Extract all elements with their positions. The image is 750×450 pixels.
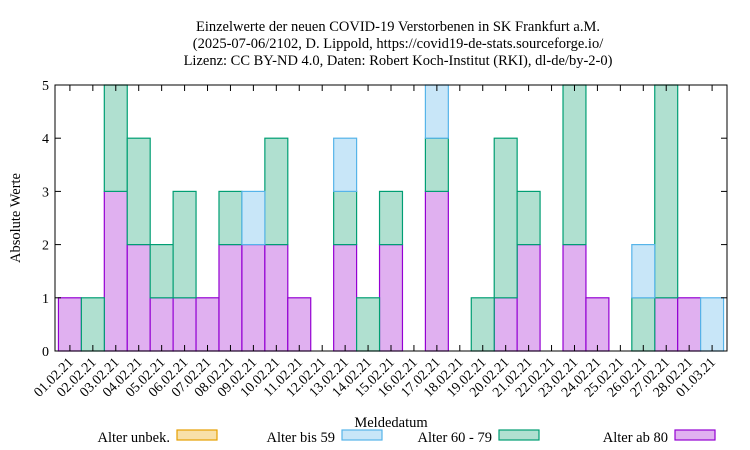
bar-alter-bis-59-26.02.21 bbox=[631, 244, 656, 299]
bar-alter-ab-80-23.02.21 bbox=[562, 244, 587, 352]
bar-alter-60-79-13.02.21 bbox=[333, 190, 358, 246]
bar-alter-ab-80-06.02.21 bbox=[172, 297, 197, 352]
bar-alter-ab-80-10.02.21 bbox=[264, 244, 289, 352]
bar-alter-60-79-26.02.21 bbox=[631, 297, 656, 352]
y-tick-label-5: 5 bbox=[42, 79, 49, 94]
y-tick-label-3: 3 bbox=[42, 185, 49, 200]
bar-alter-ab-80-05.02.21 bbox=[149, 297, 174, 352]
bar-alter-ab-80-04.02.21 bbox=[126, 244, 151, 352]
legend-label-1: Alter bis 59 bbox=[267, 430, 335, 446]
y-tick-label-1: 1 bbox=[42, 292, 49, 307]
bar-alter-ab-80-11.02.21 bbox=[287, 297, 312, 352]
legend-label-0: Alter unbek. bbox=[98, 430, 170, 446]
bar-alter-60-79-14.02.21 bbox=[356, 297, 381, 352]
plot-frame bbox=[54, 84, 728, 352]
bar-alter-60-79-21.02.21 bbox=[516, 190, 541, 246]
bar-alter-60-79-17.02.21 bbox=[424, 137, 449, 192]
bar-alter-60-79-19.02.21 bbox=[470, 297, 495, 352]
legend: Alter unbek. Alter bis 59 Alter 60 - 79 Alt… bbox=[98, 429, 716, 446]
bar-alter-ab-80-13.02.21 bbox=[333, 244, 358, 352]
y-tick-label-0: 0 bbox=[42, 345, 49, 360]
bar-alter-60-79-23.02.21 bbox=[562, 84, 587, 246]
bar-alter-ab-80-15.02.21 bbox=[378, 244, 404, 352]
bar-alter-ab-80-03.02.21 bbox=[103, 190, 128, 352]
bar-alter-60-79-20.02.21 bbox=[493, 137, 518, 299]
legend-swatch-3 bbox=[674, 429, 716, 441]
bar-alter-60-79-03.02.21 bbox=[103, 84, 128, 193]
bar-alter-bis-59-09.02.21 bbox=[241, 190, 266, 246]
bar-alter-bis-59-17.02.21 bbox=[424, 84, 449, 139]
bar-alter-bis-59-13.02.21 bbox=[333, 137, 358, 192]
bar-alter-60-79-08.02.21 bbox=[218, 190, 243, 246]
bar-alter-ab-80-24.02.21 bbox=[585, 297, 610, 352]
chart-title: Einzelwerte der neuen COVID-19 Verstorbe… bbox=[184, 19, 613, 69]
y-tick-label-4: 4 bbox=[42, 132, 49, 147]
bar-alter-60-79-02.02.21 bbox=[80, 297, 105, 352]
bar-alter-ab-80-21.02.21 bbox=[516, 244, 541, 352]
title-line-3: Lizenz: CC BY-ND 4.0, Daten: Robert Koch… bbox=[184, 53, 613, 69]
bar-alter-bis-59-01.03.21 bbox=[700, 297, 725, 352]
bar-alter-ab-80-01.02.21 bbox=[57, 297, 82, 352]
bar-alter-ab-80-27.02.21 bbox=[654, 297, 679, 352]
bar-alter-ab-80-28.02.21 bbox=[677, 297, 702, 352]
bar-alter-60-79-10.02.21 bbox=[264, 137, 289, 246]
bar-alter-60-79-15.02.21 bbox=[378, 190, 404, 246]
y-tick-label-2: 2 bbox=[42, 239, 49, 254]
title-line-2: (2025-07-06/2102, D. Lippold, https://co… bbox=[193, 36, 604, 52]
bar-alter-ab-80-17.02.21 bbox=[424, 190, 449, 352]
legend-swatch-2 bbox=[498, 429, 540, 441]
x-axis-label: Meldedatum bbox=[354, 415, 428, 431]
bar-alter-60-79-04.02.21 bbox=[126, 137, 151, 246]
legend-swatch-1 bbox=[341, 429, 383, 441]
bar-alter-60-79-27.02.21 bbox=[654, 84, 679, 299]
y-axis-label: Absolute Werte bbox=[8, 173, 24, 263]
title-line-1: Einzelwerte der neuen COVID-19 Verstorbe… bbox=[196, 19, 600, 35]
bar-alter-ab-80-08.02.21 bbox=[218, 244, 243, 352]
legend-swatch-0 bbox=[176, 429, 218, 441]
bar-alter-ab-80-09.02.21 bbox=[241, 244, 266, 352]
bar-alter-60-79-06.02.21 bbox=[172, 190, 197, 299]
bar-alter-ab-80-07.02.21 bbox=[195, 297, 220, 352]
bar-alter-60-79-05.02.21 bbox=[149, 244, 174, 299]
bars bbox=[57, 84, 725, 352]
legend-label-2: Alter 60 - 79 bbox=[418, 430, 493, 446]
legend-label-3: Alter ab 80 bbox=[603, 430, 668, 446]
bar-alter-ab-80-20.02.21 bbox=[493, 297, 518, 352]
